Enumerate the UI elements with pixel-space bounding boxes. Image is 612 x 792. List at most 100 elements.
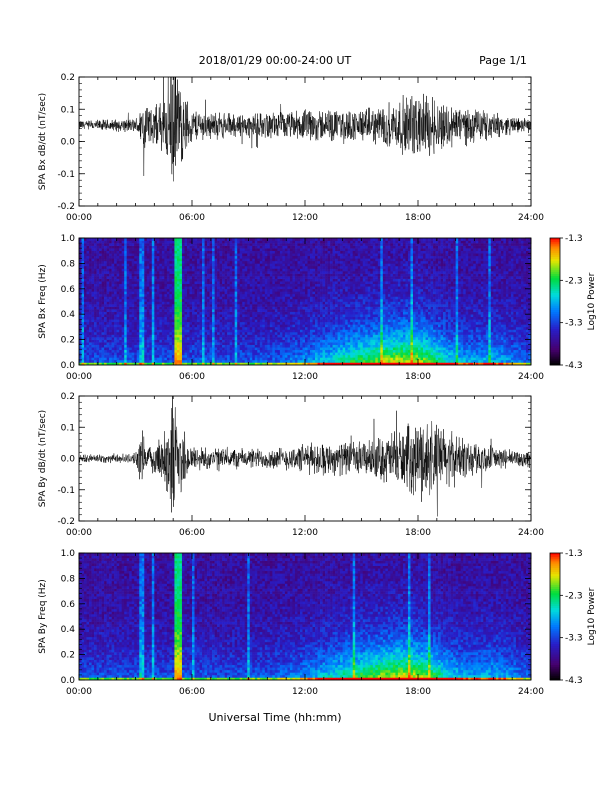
heatmap-cell <box>289 354 293 358</box>
heatmap-cell <box>136 286 140 290</box>
heatmap-cell <box>277 253 281 257</box>
heatmap-cell <box>124 281 128 285</box>
heatmap-cell <box>229 248 233 251</box>
heatmap-cell <box>86 329 90 333</box>
heatmap-cell <box>254 296 258 300</box>
heatmap-cell <box>222 316 225 320</box>
heatmap-cell <box>279 248 283 251</box>
heatmap-cell <box>227 278 230 282</box>
heatmap-cell <box>176 352 180 356</box>
heatmap-cell <box>146 329 150 333</box>
heatmap-cell <box>257 286 261 290</box>
heatmap-cell <box>204 359 208 363</box>
heatmap-cell <box>315 243 318 246</box>
heatmap-cell <box>114 362 117 365</box>
heatmap-cell <box>194 321 198 325</box>
heatmap-cell <box>202 283 205 287</box>
heatmap-cell <box>179 329 183 333</box>
heatmap-cell <box>139 265 143 269</box>
heatmap-cell <box>126 253 130 257</box>
heatmap-cell <box>91 321 95 325</box>
heatmap-cell <box>234 316 238 320</box>
heatmap-cell <box>237 324 241 328</box>
heatmap-cell <box>289 324 293 328</box>
heatmap-cell <box>146 344 150 348</box>
heatmap-cell <box>116 293 120 297</box>
heatmap-cell <box>181 283 185 287</box>
heatmap-cell <box>232 352 235 356</box>
heatmap-cell <box>219 276 223 279</box>
heatmap-cell <box>166 253 170 257</box>
heatmap-cell <box>79 359 82 363</box>
heatmap-cell <box>254 253 258 257</box>
heatmap-cell <box>297 298 301 302</box>
heatmap-cell <box>267 342 271 345</box>
heatmap-cell <box>287 329 291 333</box>
heatmap-cell <box>254 258 258 262</box>
heatmap-cell <box>244 306 248 310</box>
heatmap-cell <box>159 263 163 267</box>
heatmap-cell <box>237 255 241 259</box>
heatmap-cell <box>171 342 175 345</box>
heatmap-cell <box>232 344 235 348</box>
heatmap-cell <box>239 263 243 267</box>
heatmap-cell <box>84 306 87 310</box>
heatmap-cell <box>204 337 208 340</box>
heatmap-cell <box>269 293 273 297</box>
heatmap-cell <box>86 354 90 358</box>
heatmap-cell <box>156 271 160 274</box>
heatmap-cell <box>322 329 326 333</box>
heatmap-cell <box>124 263 128 267</box>
heatmap-cell <box>114 258 117 262</box>
heatmap-cell <box>242 286 246 290</box>
heatmap-cell <box>136 357 140 361</box>
heatmap-cell <box>114 329 117 333</box>
heatmap-cell <box>202 298 205 302</box>
heatmap-cell <box>139 258 143 262</box>
heatmap-cell <box>149 349 153 353</box>
heatmap-cell <box>242 293 246 297</box>
heatmap-cell <box>176 258 180 262</box>
heatmap-cell <box>292 281 296 285</box>
heatmap-cell <box>242 316 246 320</box>
heatmap-cell <box>315 265 318 269</box>
heatmap-cell <box>124 324 128 328</box>
heatmap-cell <box>106 344 110 348</box>
heatmap-cell <box>204 291 208 295</box>
heatmap-cell <box>199 260 203 264</box>
heatmap-cell <box>86 291 90 295</box>
heatmap-cell <box>124 304 128 307</box>
heatmap-cell <box>310 291 313 295</box>
heatmap-cell <box>289 245 293 249</box>
heatmap-cell <box>154 281 158 285</box>
heatmap-cell <box>104 245 107 249</box>
heatmap-cell <box>116 316 120 320</box>
heatmap-cell <box>202 245 205 249</box>
heatmap-cell <box>186 296 190 300</box>
heatmap-cell <box>209 291 213 295</box>
heatmap-cell <box>161 243 165 246</box>
heatmap-cell <box>121 263 125 267</box>
heatmap-cell <box>186 288 190 292</box>
heatmap-cell <box>91 243 95 246</box>
heatmap-cell <box>79 331 82 335</box>
heatmap-cell <box>106 263 110 267</box>
heatmap-cell <box>217 286 220 290</box>
y-tick-label: 0.0 <box>61 138 76 148</box>
heatmap-cell <box>297 268 301 272</box>
heatmap-cell <box>136 291 140 295</box>
heatmap-cell <box>146 263 150 267</box>
heatmap-cell <box>171 293 175 297</box>
heatmap-cell <box>199 245 203 249</box>
heatmap-cell <box>209 319 213 323</box>
heatmap-cell <box>202 258 205 262</box>
heatmap-cell <box>176 268 180 272</box>
heatmap-cell <box>229 324 233 328</box>
heatmap-cell <box>297 291 301 295</box>
heatmap-cell <box>124 337 128 340</box>
heatmap-cell <box>284 334 288 338</box>
heatmap-cell <box>305 263 308 267</box>
heatmap-cell <box>222 347 225 351</box>
heatmap-cell <box>161 260 165 264</box>
heatmap-cell <box>237 260 241 264</box>
